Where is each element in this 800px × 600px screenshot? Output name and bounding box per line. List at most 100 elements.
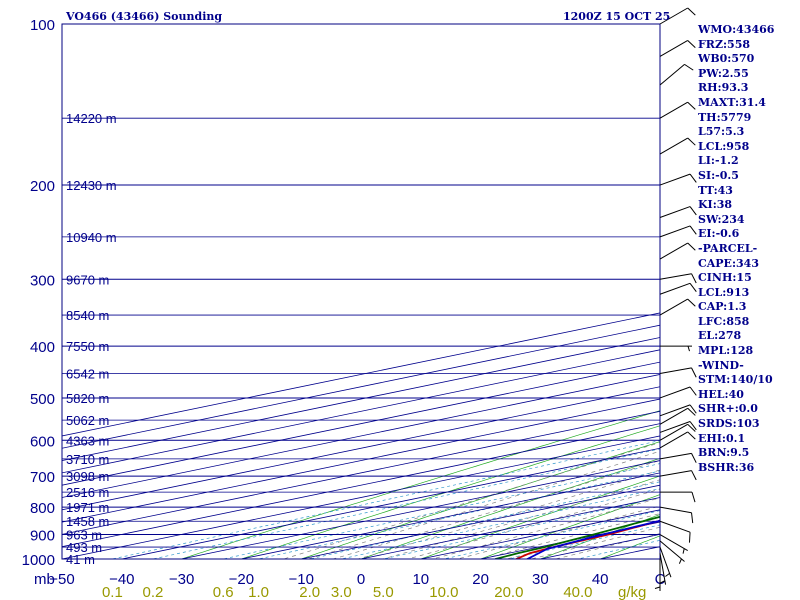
index-item: CAPE:343	[698, 256, 759, 270]
index-item: CINH:15	[698, 271, 752, 285]
wind-barb	[659, 553, 667, 585]
mixing-ratio-line	[256, 470, 660, 559]
pressure-tick-label: 600	[30, 433, 55, 450]
isotherm	[62, 337, 660, 461]
barb-staff	[659, 367, 692, 374]
pressure-tick-label: 800	[30, 500, 55, 517]
index-item: LCL:958	[698, 139, 750, 153]
index-item: MAXT:31.4	[698, 95, 766, 109]
barb-staff	[659, 225, 691, 238]
barb-staff	[659, 137, 688, 155]
barb-flag	[687, 298, 696, 307]
moist-adiabat	[356, 469, 660, 559]
wind-barb	[659, 470, 697, 481]
barb-flag	[691, 453, 697, 463]
temp-tick-label: −40	[109, 571, 134, 588]
barb-flag	[689, 225, 697, 235]
height-label: 1458 m	[66, 514, 109, 529]
barb-staff	[659, 553, 667, 585]
barb-half-flag	[687, 345, 690, 352]
barb-staff	[659, 431, 688, 449]
index-item: MPL:128	[698, 344, 754, 358]
index-item: SRDS:103	[698, 417, 760, 431]
moist-adiabat	[480, 513, 660, 559]
temp-tick-label: 40	[592, 571, 609, 588]
mixing-ratio-label: 0.1	[102, 584, 123, 600]
index-item: CAP:1.3	[698, 300, 747, 314]
isotherm	[239, 472, 660, 559]
barb-staff	[659, 273, 692, 280]
wind-barbs	[654, 7, 697, 591]
height-label: 5820 m	[66, 391, 109, 406]
index-item: EHI:0.1	[698, 431, 746, 445]
mixing-ratio-line	[221, 463, 660, 559]
pressure-unit-label: mb	[34, 571, 55, 588]
barb-flag	[691, 367, 697, 378]
index-item: LCL:913	[698, 285, 750, 299]
mixing-ratio-unit: g/kg	[618, 584, 646, 600]
mixing-ratio-label: 40.0	[563, 584, 592, 600]
barb-staff	[659, 242, 688, 260]
barb-staff	[659, 520, 691, 533]
mixing-ratio-label: 0.2	[143, 584, 164, 600]
barb-flag	[689, 283, 697, 292]
temp-tick-label: −10	[288, 571, 313, 588]
barb-staff	[659, 534, 688, 551]
height-label: 12430 m	[66, 178, 117, 193]
index-item: STM:140/10	[698, 373, 773, 387]
index-item: TT:43	[698, 183, 733, 197]
barb-staff	[659, 421, 691, 433]
temp-tick-label: −50	[49, 571, 74, 588]
barb-flag	[689, 206, 697, 216]
wind-barb	[659, 63, 694, 86]
barb-flag	[687, 407, 696, 416]
barb-flag	[684, 63, 694, 71]
barb-staff	[659, 452, 692, 460]
dry-adiabat	[359, 457, 660, 559]
plot-border	[61, 23, 661, 560]
mixing-ratio-line	[151, 448, 660, 559]
isotherm	[179, 460, 660, 559]
wind-barb	[659, 298, 696, 316]
barb-flag	[689, 421, 697, 431]
pressure-tick-label: 900	[30, 528, 55, 545]
wind-barb	[659, 534, 688, 554]
valid-time: 1200Z 15 OCT 25	[563, 10, 671, 23]
barb-staff	[659, 282, 691, 295]
index-item: LI:-1.2	[698, 154, 739, 168]
wind-barb	[659, 407, 696, 425]
dry-adiabat	[479, 494, 660, 559]
dry-adiabat	[300, 441, 660, 559]
index-item: EL:278	[698, 329, 742, 343]
pressure-tick-label: 500	[30, 391, 55, 408]
index-item: BSHR:36	[698, 460, 755, 474]
barb-staff	[659, 40, 688, 57]
index-item: PW:2.55	[698, 66, 749, 80]
wind-barb	[660, 491, 696, 503]
grid-lines	[62, 24, 660, 559]
dry-adiabat	[180, 410, 660, 559]
height-label: 14220 m	[66, 111, 117, 126]
temp-tick-label: −20	[229, 571, 254, 588]
height-label: 5062 m	[66, 413, 109, 428]
barb-flag	[691, 492, 696, 503]
height-label: 1971 m	[66, 500, 109, 515]
pressure-tick-label: 700	[30, 469, 55, 486]
plot-frame	[61, 23, 661, 560]
index-item: KI:38	[698, 198, 733, 212]
barb-flag	[689, 386, 697, 396]
isotherm	[62, 423, 660, 548]
height-label: 7550 m	[66, 339, 109, 354]
isotherm	[62, 386, 660, 511]
mixing-ratio-label: 3.0	[331, 584, 352, 600]
barb-half-flag	[659, 580, 666, 584]
mixing-ratio-label: 10.0	[429, 584, 458, 600]
isotherm	[62, 312, 660, 437]
height-label: 2516 m	[66, 485, 109, 500]
index-item: WMO:43466	[698, 23, 775, 36]
barb-staff	[659, 386, 691, 399]
barb-half-flag	[665, 572, 670, 577]
barb-flag	[687, 431, 696, 440]
height-label: 963 m	[66, 528, 102, 543]
